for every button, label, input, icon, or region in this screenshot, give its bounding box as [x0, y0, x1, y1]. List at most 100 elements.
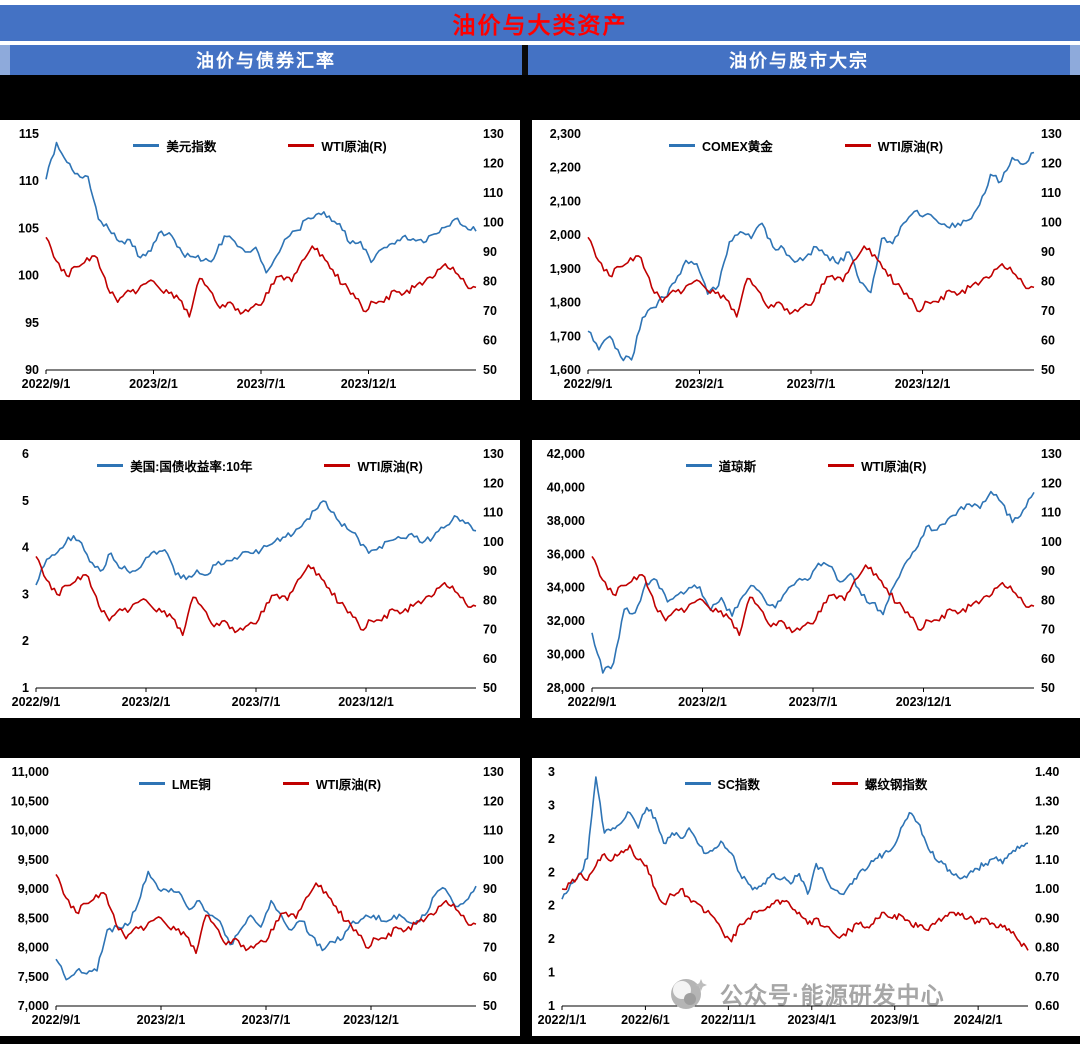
right-axis-tick: 60: [1041, 334, 1055, 348]
series-line-red: [35, 555, 477, 637]
x-axis-tick-label: 2023/12/1: [896, 695, 952, 709]
chart-legend: 美国:国债收益率:10年 WTI原油(R): [40, 456, 480, 475]
legend-item: 美元指数: [133, 136, 216, 155]
left-axis-tick: 1,800: [550, 296, 581, 310]
series-line-blue: [587, 151, 1035, 362]
x-axis-tick-label: 2023/12/1: [338, 695, 394, 709]
series-line-red: [45, 236, 477, 318]
right-axis-tick: 100: [483, 853, 504, 867]
plot-area: [45, 141, 477, 318]
right-axis-tick: 80: [1041, 593, 1055, 607]
legend-label: WTI原油(R): [861, 460, 927, 474]
left-axis-tick: 2: [548, 932, 555, 946]
left-axis-tick: 9,000: [18, 882, 49, 896]
chart-svg-dow-jones-vs-wti: 42,000 40,000 38,000 36,000 34,000 32,000 30,0…: [547, 447, 1062, 709]
legend-line-swatch: [282, 782, 309, 785]
left-axis-tick: 1: [22, 681, 29, 695]
series-line-blue: [561, 776, 1029, 900]
chart-svg-sc-index-vs-rebar-index: 3 3 2 2 2 2 1 1 1.40 1.30 1.20 1.10 1.00 0.90 0.80 0.70…: [538, 765, 1060, 1027]
right-axis-tick: 130: [483, 127, 504, 141]
right-axis-tick: 70: [1041, 623, 1055, 637]
chart-legend: 美元指数 WTI原油(R): [40, 136, 480, 155]
charts-grid: 115 110 105 100 95 90 130 120 110 100 90 80 70 60 50 20…: [0, 75, 1080, 1044]
right-axis-tick: 110: [1041, 186, 1061, 200]
left-axis-tick: 1,900: [550, 262, 581, 276]
x-axis-tick-label: 2022/9/1: [22, 377, 71, 391]
x-axis-tick-label: 2023/2/1: [675, 377, 724, 391]
right-axis-tick: 90: [483, 564, 497, 578]
x-axis-tick-label: 2022/1/1: [538, 1013, 587, 1027]
x-axis-tick-label: 2022/6/1: [621, 1013, 670, 1027]
chart-comex-gold-vs-wti: 2,300 2,200 2,100 2,000 1,900 1,800 1,700 1,600…: [532, 120, 1080, 400]
plot-area: [587, 151, 1035, 362]
left-axis-tick: 32,000: [547, 614, 585, 628]
left-axis-tick: 7,000: [18, 999, 49, 1013]
left-axis-tick: 95: [25, 316, 39, 330]
chart-usd-index-vs-wti: 115 110 105 100 95 90 130 120 110 100 90 80 70 60 50 20…: [0, 120, 520, 400]
right-axis-tick: 120: [483, 794, 504, 808]
right-axis-tick: 90: [1041, 245, 1055, 259]
left-axis-tick: 2,200: [550, 161, 581, 175]
legend-item: WTI原油(R): [324, 456, 423, 475]
x-axis-tick-label: 2023/9/1: [870, 1013, 919, 1027]
x-axis-tick-label: 2022/9/1: [12, 695, 61, 709]
right-axis-tick: 0.80: [1035, 941, 1059, 955]
x-axis-tick-label: 2022/9/1: [568, 695, 617, 709]
series-line-blue: [591, 490, 1035, 674]
right-axis-tick: 1.10: [1035, 853, 1059, 867]
right-axis-tick: 90: [1041, 564, 1055, 578]
left-axis-tick: 2,300: [550, 127, 581, 141]
right-axis-tick: 130: [483, 765, 504, 779]
legend-label: LME铜: [171, 778, 211, 792]
legend-label: WTI原油(R): [321, 140, 387, 154]
legend-item: SC指数: [684, 774, 760, 793]
legend-label: 螺纹钢指数: [864, 778, 928, 792]
right-axis-tick: 0.90: [1035, 911, 1059, 925]
right-axis-tick: 80: [483, 593, 497, 607]
header-divider: [522, 45, 528, 75]
page-title: 油价与大类资产: [452, 12, 628, 38]
legend-line-swatch: [288, 144, 315, 147]
right-axis-tick: 110: [483, 506, 503, 520]
legend-item: LME铜: [138, 774, 211, 793]
left-axis-tick: 1: [548, 999, 555, 1013]
chart-svg-usd-index-vs-wti: 115 110 105 100 95 90 130 120 110 100 90 80 70 60 50 20…: [18, 127, 504, 391]
header-left-cap: [0, 45, 10, 75]
right-axis-tick: 1.40: [1035, 765, 1059, 779]
legend-item: 道琼斯: [685, 456, 756, 475]
chart-us-10y-yield-vs-wti: 6 5 4 3 2 1 130 120 110 100 90 80 70 60 50 2022/9/1 2023…: [0, 440, 520, 718]
legend-line-swatch: [844, 144, 871, 147]
x-axis-tick-label: 2022/9/1: [564, 377, 613, 391]
left-axis-tick: 2,000: [550, 228, 581, 242]
plot-area: [591, 490, 1035, 674]
series-line-red: [55, 873, 477, 955]
right-axis-tick: 100: [483, 216, 504, 230]
right-axis-tick: 50: [483, 681, 497, 695]
left-axis-tick: 36,000: [547, 547, 585, 561]
legend-line-swatch: [831, 782, 858, 785]
legend-item: WTI原油(R): [844, 136, 943, 155]
left-axis-tick: 10,500: [11, 794, 49, 808]
x-axis-tick-label: 2023/7/1: [787, 377, 836, 391]
column-header-right: 油价与股市大宗: [528, 45, 1070, 75]
x-axis-tick-label: 2023/2/1: [129, 377, 178, 391]
x-axis-tick-label: 2023/12/1: [895, 377, 951, 391]
right-axis-tick: 100: [1041, 535, 1062, 549]
chart-svg-comex-gold-vs-wti: 2,300 2,200 2,100 2,000 1,900 1,800 1,700 1,600…: [550, 127, 1062, 391]
x-axis-tick-label: 2023/12/1: [343, 1013, 399, 1027]
column-header-left: 油价与债券汇率: [10, 45, 522, 75]
series-line-red: [591, 555, 1035, 637]
right-axis-tick: 110: [483, 824, 503, 838]
right-axis-tick: 80: [483, 275, 497, 289]
x-axis-tick-label: 2023/2/1: [122, 695, 171, 709]
left-axis-tick: 2,100: [550, 194, 581, 208]
x-axis-tick-label: 2023/7/1: [242, 1013, 291, 1027]
left-axis-tick: 110: [19, 174, 39, 188]
right-axis-tick: 50: [1041, 363, 1055, 377]
legend-line-swatch: [138, 782, 165, 785]
right-axis-tick: 60: [483, 652, 497, 666]
left-axis-tick: 38,000: [547, 514, 585, 528]
left-axis-tick: 1,700: [550, 329, 581, 343]
right-axis-tick: 0.60: [1035, 999, 1059, 1013]
x-axis-tick-label: 2023/7/1: [789, 695, 838, 709]
